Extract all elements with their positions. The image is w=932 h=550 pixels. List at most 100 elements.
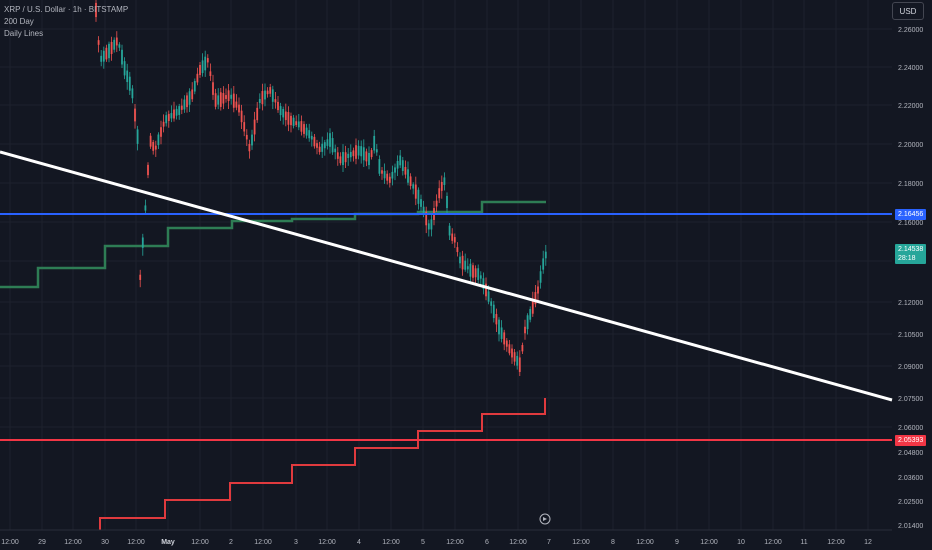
candle-body [349, 151, 352, 158]
candle-body [141, 237, 144, 248]
candle-body [427, 223, 430, 230]
candle-body [326, 139, 329, 146]
replay-icon[interactable] [539, 513, 551, 525]
candle-body [154, 145, 157, 150]
candle-body [355, 145, 357, 159]
time-tick-label: 12:00 [636, 539, 654, 546]
candle-body [253, 119, 256, 135]
candle-body [482, 278, 485, 289]
time-tick-label: 12:00 [191, 539, 209, 546]
candle-body [206, 58, 209, 63]
candle-body [518, 357, 521, 372]
candle-body [269, 87, 272, 94]
candle-body [440, 181, 443, 191]
candle-body [342, 151, 344, 166]
price-tick-label: 2.22000 [898, 103, 923, 110]
candle-body [422, 206, 425, 215]
candle-body [165, 115, 168, 124]
time-tick-label: 12:00 [254, 539, 272, 546]
candle-body [204, 56, 207, 71]
candle-body [170, 113, 173, 119]
price-axis[interactable]: 2.26000 2.24000 2.22000 2.20000 2.18000 2.160… [898, 27, 923, 530]
time-tick-label: 12:00 [572, 539, 590, 546]
candle-body [225, 95, 227, 99]
candle-body [472, 265, 474, 278]
candle-body [412, 184, 415, 189]
candle-body [453, 237, 456, 243]
time-tick-label: May [161, 539, 175, 546]
candle-body [370, 150, 373, 158]
candle-body [451, 233, 454, 241]
price-tick-label: 2.01400 [898, 523, 923, 530]
indicator-200-day[interactable]: 200 Day [4, 17, 34, 26]
candle-body [500, 327, 503, 339]
candle-body [191, 89, 194, 100]
candle-body [334, 148, 337, 153]
candle-body [152, 142, 155, 151]
candle-body [313, 136, 316, 147]
candle-body [297, 121, 300, 128]
candle-body [105, 47, 108, 60]
candle-body [505, 340, 508, 347]
candlesticks [95, 0, 547, 377]
price-tick-label: 2.10500 [898, 332, 923, 339]
candle-body [516, 355, 519, 366]
candle-body [274, 99, 277, 103]
candle-body [222, 93, 225, 104]
time-tick-label: 11 [800, 539, 807, 546]
candle-body [373, 135, 376, 151]
price-tick-label: 2.04800 [898, 450, 923, 457]
symbol-title[interactable]: XRP / U.S. Dollar · 1h · BITSTAMP [4, 5, 129, 14]
candle-body [544, 251, 547, 259]
candle-body [178, 106, 181, 115]
candle-body [310, 135, 313, 140]
time-tick-label: 12:00 [446, 539, 464, 546]
candle-body [383, 170, 386, 179]
candle-body [477, 268, 480, 280]
indicator-daily-lines[interactable]: Daily Lines [4, 29, 44, 38]
time-tick-label: 30 [101, 539, 109, 546]
candle-body [118, 44, 121, 48]
candle-body [420, 199, 422, 207]
candle-body [391, 171, 394, 179]
price-tick-label: 2.09000 [898, 364, 923, 371]
price-tick-label: 2.06000 [898, 425, 923, 432]
price-tick-label: 2.16000 [898, 220, 923, 227]
candle-body [466, 266, 469, 270]
candle-body [378, 159, 381, 174]
candle-body [196, 73, 199, 83]
currency-button[interactable]: USD [892, 2, 924, 20]
candle-body [126, 70, 129, 83]
candle-body [95, 2, 97, 18]
candle-body [448, 225, 451, 236]
candle-body [300, 121, 303, 132]
trend-line[interactable] [0, 150, 893, 402]
candle-body [459, 256, 461, 264]
candle-body [318, 146, 321, 153]
blue-level-badge: 2.16456 [895, 209, 927, 220]
candle-body [464, 260, 467, 270]
price-tick-label: 2.18000 [898, 181, 923, 188]
time-axis[interactable]: 12:00 29 12:00 30 12:00 May 12:00 2 12:00 3 12:00 4… [0, 529, 892, 546]
candle-body [110, 41, 113, 55]
candle-body [123, 61, 126, 76]
candle-body [264, 90, 266, 100]
candle-body [287, 112, 290, 125]
candle-body [235, 101, 238, 108]
candle-body [511, 348, 513, 358]
candle-body [498, 319, 500, 335]
candle-body [479, 275, 482, 279]
stepped-red-line [99, 398, 546, 530]
candle-body [248, 143, 251, 152]
candle-body [277, 101, 279, 111]
time-tick-label: 7 [547, 539, 551, 546]
candle-body [199, 65, 201, 75]
candle-body [401, 160, 404, 171]
time-tick-label: 8 [611, 539, 615, 546]
candle-body [386, 173, 389, 181]
candle-body [492, 304, 495, 319]
time-tick-label: 12:00 [64, 539, 82, 546]
candle-body [362, 147, 365, 161]
